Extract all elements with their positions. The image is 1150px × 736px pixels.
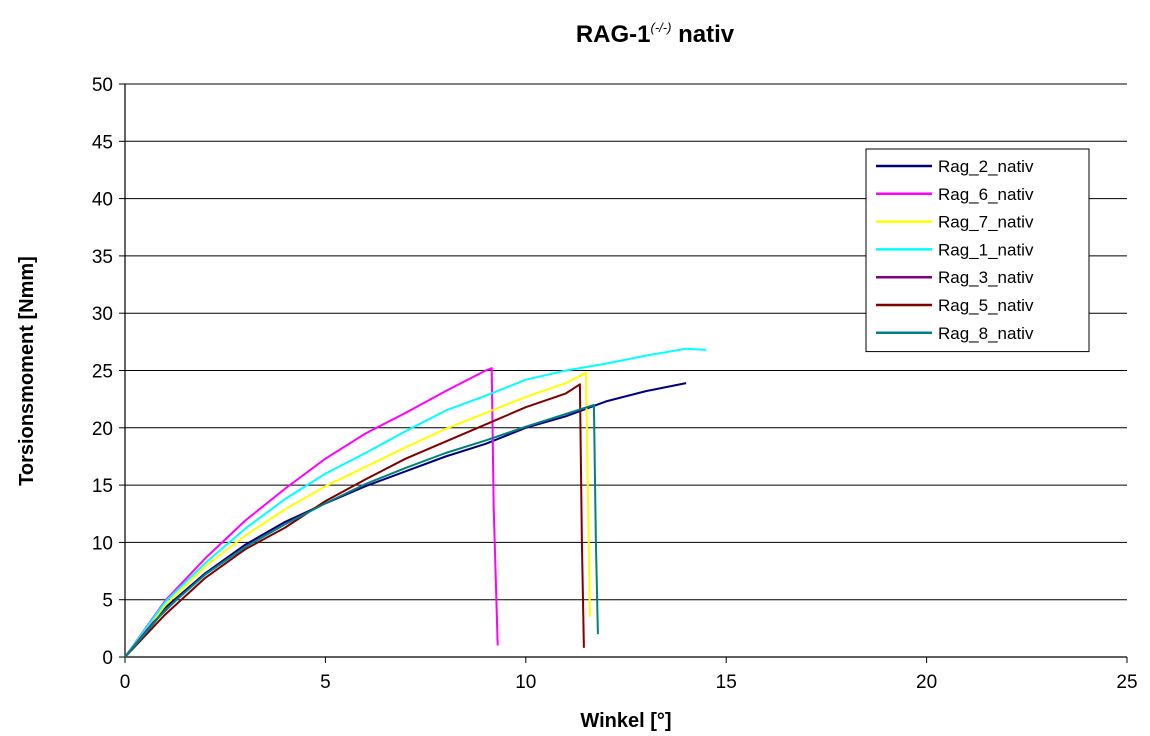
x-tick-label: 5 — [320, 672, 331, 693]
series-line-Rag_2_nativ — [124, 382, 687, 658]
y-tick-label: 50 — [92, 75, 113, 96]
legend-label: Rag_2_nativ — [938, 157, 1034, 176]
title-suffix: nativ — [671, 21, 734, 48]
x-tick-label: 15 — [716, 672, 737, 693]
legend-label: Rag_3_nativ — [938, 268, 1034, 287]
y-tick-label: 15 — [92, 476, 113, 497]
x-tick-label: 0 — [120, 672, 131, 693]
x-tick-labels: 0 5 10 15 20 25 — [120, 672, 1138, 693]
series-line-Rag_8_nativ — [124, 403, 599, 658]
y-tick-label: 0 — [102, 648, 113, 669]
series-line-Rag_6_nativ — [124, 367, 499, 658]
y-tick-label: 5 — [102, 591, 113, 612]
series-line-Rag_1_nativ — [124, 347, 707, 658]
y-tick-label: 20 — [92, 419, 113, 440]
x-tick-label: 10 — [515, 672, 536, 693]
x-axis-label: Winkel [°] — [580, 710, 671, 732]
data-series — [124, 347, 707, 658]
legend-label: Rag_5_nativ — [938, 296, 1034, 315]
y-tick-labels: 0 5 10 15 20 25 30 35 40 45 50 — [92, 75, 113, 669]
title-main: RAG-1 — [576, 21, 651, 48]
y-axis-label: Torsionsmoment [Nmm] — [16, 256, 38, 486]
chart-title: RAG-1(-/-) nativ — [576, 20, 735, 48]
axes — [119, 83, 1128, 663]
x-tick-label: 25 — [1116, 672, 1137, 693]
legend-label: Rag_6_nativ — [938, 185, 1034, 204]
legend-label: Rag_1_nativ — [938, 240, 1034, 259]
x-tick-label: 20 — [916, 672, 937, 693]
y-tick-label: 30 — [92, 304, 113, 325]
y-tick-label: 10 — [92, 533, 113, 554]
grid-lines — [125, 83, 1127, 658]
series-line-Rag_7_nativ — [124, 371, 591, 658]
legend-label: Rag_8_nativ — [938, 324, 1034, 343]
legend: Rag_2_nativ Rag_6_nativ Rag_7_nativ Rag_1_n… — [865, 148, 1090, 353]
y-tick-label: 45 — [92, 132, 113, 153]
title-superscript: (-/-) — [651, 20, 672, 35]
y-tick-label: 35 — [92, 247, 113, 268]
y-tick-label: 25 — [92, 362, 113, 383]
y-tick-label: 40 — [92, 190, 113, 211]
legend-label: Rag_7_nativ — [938, 213, 1034, 232]
series-line-Rag_5_nativ — [124, 383, 585, 658]
